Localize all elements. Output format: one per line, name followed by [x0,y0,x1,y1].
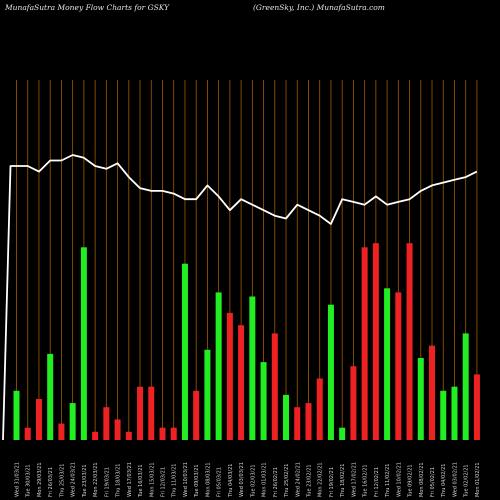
volume-bar [125,431,132,440]
x-tick-label: Fri 26/03/21 [48,467,54,497]
x-tick-label: Mon 22/02/21 [318,462,324,497]
x-tick-label: Wed 17/03/21 [127,462,133,497]
x-tick-label: Fri 12/02/21 [374,467,380,497]
volume-bar [462,333,469,440]
x-tick-label: Tue 30/03/21 [26,464,32,498]
x-tick-label: Wed 03/02/21 [452,462,458,497]
volume-bar [350,366,357,440]
volume-bar [170,427,177,440]
x-tick-label: Mon 22/03/21 [93,462,99,497]
x-tick-label: Tue 09/03/21 [194,464,200,498]
x-tick-label: Fri 19/03/21 [104,467,110,497]
x-tick-label: Tue 16/02/21 [363,464,369,498]
volume-bar [339,427,346,440]
x-tick-label: Thu 11/03/21 [172,464,178,498]
volume-bar [316,378,323,440]
volume-bar [305,403,312,440]
x-tick-label: Fri 19/02/21 [329,467,335,497]
volume-bar [260,362,267,440]
volume-bar [148,386,155,440]
x-tick-label: Tue 09/02/21 [408,464,414,498]
volume-bar [429,345,436,440]
volume-bar [103,407,110,440]
x-tick-label: Thu 11/02/21 [385,464,391,498]
x-tick-label: Fri 26/02/21 [273,467,279,497]
volume-bar [283,394,290,440]
volume-bar [114,419,121,440]
x-tick-label: Wed 17/02/21 [351,462,357,497]
x-tick-label: Mon 29/03/21 [37,462,43,497]
x-tick-label: Thu 18/02/21 [340,464,346,498]
volume-bar [80,247,87,440]
volume-bar [372,243,379,440]
volume-bar [159,427,166,440]
x-tick-label: Wed 24/02/21 [295,462,301,497]
x-tick-label: Mon 08/02/21 [419,462,425,497]
volume-bar [215,292,222,440]
x-tick-label: Fri 12/03/21 [160,467,166,497]
volume-bar [451,386,458,440]
volume-bar [249,296,256,440]
x-tick-label: Mon 01/03/21 [262,462,268,497]
volume-bar [204,349,211,440]
volume-bar [417,358,424,440]
volume-bar [406,243,413,440]
volume-bar [69,403,76,440]
volume-bar [58,423,65,440]
volume-bar [238,325,245,440]
volume-bar [24,427,31,440]
x-tick-label: Thu 25/02/21 [284,464,290,498]
x-tick-label: Thu 04/02/21 [441,464,447,498]
x-tick-label: Thu 25/03/21 [59,464,65,498]
volume-bar [35,399,42,440]
site-title: (GreenSky, Inc.) MunafaSutra.com [253,3,385,12]
volume-bar [395,292,402,440]
volume-bar [271,333,278,440]
x-tick-label: Mon 15/03/21 [149,462,155,497]
x-tick-label: Thu 04/03/21 [228,464,234,498]
x-tick-label: Wed 10/02/21 [396,462,402,497]
volume-bar [47,353,54,440]
x-tick-label: Tue 23/02/21 [306,464,312,498]
volume-bar [440,390,447,440]
volume-bar [193,390,200,440]
x-tick-label: Fri 05/02/21 [430,467,436,497]
x-tick-label: Wed 10/03/21 [183,462,189,497]
x-tick-label: Mon 01/02/21 [475,462,481,497]
x-tick-label: Tue 02/02/21 [464,464,470,498]
volume-bar [226,312,233,440]
x-tick-label: Wed 31/03/21 [15,462,21,497]
volume-bar [473,374,480,440]
x-tick-label: Tue 02/03/21 [250,464,256,498]
volume-bar [327,304,334,440]
x-tick-label: Wed 03/03/21 [239,462,245,497]
x-tick-label: Tue 16/03/21 [138,464,144,498]
chart-title: MunafaSutra Money Flow Charts for GSKY [5,3,170,12]
x-tick-label: Wed 24/03/21 [71,462,77,497]
volume-bar [361,247,368,440]
price-line [2,154,478,441]
x-tick-label: Mon 08/03/21 [205,462,211,497]
x-tick-label: Thu 18/03/21 [116,464,122,498]
volume-bar [137,386,144,440]
x-tick-label: Fri 05/03/21 [217,467,223,497]
x-tick-label: Tue 23/03/21 [82,464,88,498]
volume-bar [294,407,301,440]
volume-bar [181,263,188,440]
volume-bar [92,431,99,440]
volume-bar [13,390,20,440]
volume-bar [384,288,391,440]
